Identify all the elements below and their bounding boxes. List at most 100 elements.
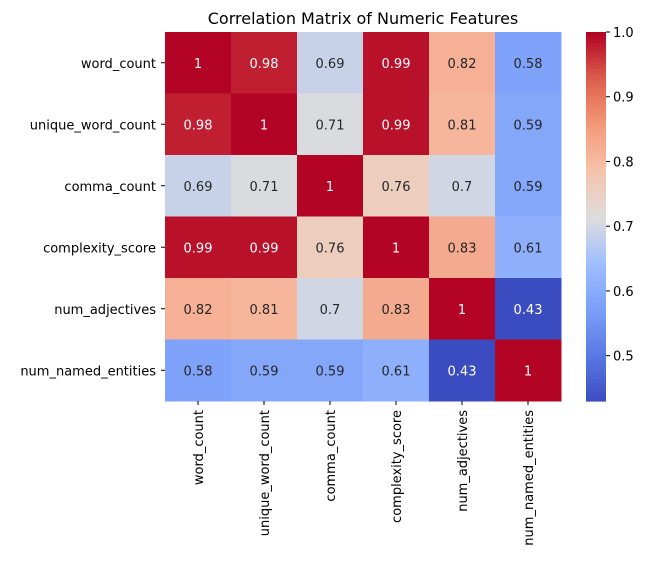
cell-annotation: 0.61 — [514, 241, 543, 256]
cell-annotation: 0.71 — [250, 180, 279, 195]
colorbar-segment — [586, 91, 606, 96]
heatmap-cell — [231, 216, 298, 279]
cell-annotation: 0.43 — [514, 303, 543, 318]
colorbar-segment — [586, 172, 606, 177]
colorbar-segment — [586, 87, 606, 92]
colorbar-segment — [586, 94, 606, 100]
heatmap-cell — [165, 93, 232, 156]
colorbar-segment — [586, 393, 606, 398]
colorbar-segment — [586, 76, 606, 81]
chart-title: Correlation Matrix of Numeric Features — [208, 9, 519, 28]
heatmap-cell — [297, 155, 364, 217]
heatmap-cell — [363, 155, 430, 217]
heatmap-cell — [165, 155, 232, 217]
cell-annotation: 0.69 — [184, 180, 213, 195]
y-tick-label: unique_word_count — [30, 118, 156, 133]
colorbar-segment — [586, 161, 606, 166]
colorbar-segment — [586, 316, 606, 321]
colorbar-segment — [586, 308, 606, 314]
heatmap-cell — [363, 32, 430, 94]
x-tick-label: comma_count — [324, 410, 339, 502]
colorbar-segment — [586, 242, 606, 247]
colorbar-segment — [586, 327, 606, 332]
heatmap-cell — [495, 155, 562, 217]
heatmap-cell — [495, 32, 562, 94]
heatmap-cell — [363, 216, 430, 279]
heatmap-cell — [363, 278, 430, 340]
cell-annotation: 0.99 — [382, 57, 411, 72]
colorbar-segment — [586, 135, 606, 140]
colorbar-tick-label: 0.7 — [613, 220, 634, 235]
colorbar-segment — [586, 360, 606, 365]
heatmap-cell — [297, 93, 364, 156]
colorbar-segment — [586, 72, 606, 77]
colorbar-segment — [586, 338, 606, 343]
cell-annotation: 0.76 — [316, 241, 345, 256]
colorbar-segment — [586, 397, 606, 402]
colorbar-segment — [586, 275, 606, 280]
colorbar-segment — [586, 102, 606, 107]
colorbar-segment — [586, 79, 606, 85]
colorbar-segment — [586, 323, 606, 328]
cell-annotation: 1 — [458, 303, 466, 318]
colorbar-tick-label: 0.9 — [613, 91, 634, 106]
colorbar-tick-label: 0.6 — [613, 285, 634, 300]
y-tick-label: comma_count — [64, 180, 156, 195]
heatmap-cell — [429, 93, 496, 156]
colorbar-segment — [586, 175, 606, 181]
colorbar-segment — [586, 257, 606, 262]
colorbar-segment — [586, 367, 606, 373]
colorbar-segment — [586, 61, 606, 66]
colorbar-segment — [586, 35, 606, 40]
colorbar-segment — [586, 116, 606, 122]
heatmap-cell — [495, 278, 562, 340]
colorbar-segment — [586, 212, 606, 218]
cell-annotation: 0.43 — [448, 364, 477, 379]
x-tick-label: num_named_entities — [522, 410, 537, 546]
colorbar-segment — [586, 168, 606, 173]
colorbar-segment — [586, 382, 606, 387]
heatmap-cell — [429, 155, 496, 217]
cell-annotation: 0.81 — [448, 118, 477, 133]
colorbar-segment — [586, 249, 606, 254]
cell-annotation: 0.82 — [184, 303, 213, 318]
cell-annotation: 0.81 — [250, 303, 279, 318]
colorbar-tick-label: 1.0 — [613, 26, 634, 41]
colorbar-segment — [586, 341, 606, 347]
x-tick-label: unique_word_count — [258, 410, 273, 536]
colorbar-segment — [586, 301, 606, 306]
colorbar-segment — [586, 216, 606, 221]
heatmap-cell — [363, 93, 430, 156]
heatmap-cell — [231, 339, 298, 402]
colorbar-segment — [586, 293, 606, 299]
colorbar-segment — [586, 146, 606, 151]
heatmap-cell — [495, 216, 562, 279]
cell-annotation: 0.82 — [448, 57, 477, 72]
colorbar-segment — [586, 282, 606, 288]
colorbar-segment — [586, 264, 606, 269]
colorbar-segment — [586, 198, 606, 203]
cell-annotation: 0.69 — [316, 57, 345, 72]
heatmap-cell — [231, 93, 298, 156]
heatmap-cell — [165, 216, 232, 279]
colorbar-segment — [586, 186, 606, 192]
colorbar-segment — [586, 319, 606, 325]
cell-annotation: 0.7 — [320, 303, 341, 318]
colorbar-segment — [586, 183, 606, 188]
cell-annotation: 0.59 — [250, 364, 279, 379]
cell-annotation: 1 — [392, 241, 400, 256]
heatmap-cell — [297, 216, 364, 279]
cell-annotation: 1 — [260, 118, 268, 133]
colorbar-segment — [586, 120, 606, 125]
colorbar-segment — [586, 286, 606, 291]
heatmap-cell — [231, 32, 298, 94]
colorbar-segment — [586, 356, 606, 362]
colorbar-segment — [586, 113, 606, 118]
cell-annotation: 0.83 — [448, 241, 477, 256]
cell-annotation: 0.99 — [250, 241, 279, 256]
colorbar-segment — [586, 279, 606, 284]
colorbar-segment — [586, 32, 606, 37]
colorbar-segment — [586, 290, 606, 295]
